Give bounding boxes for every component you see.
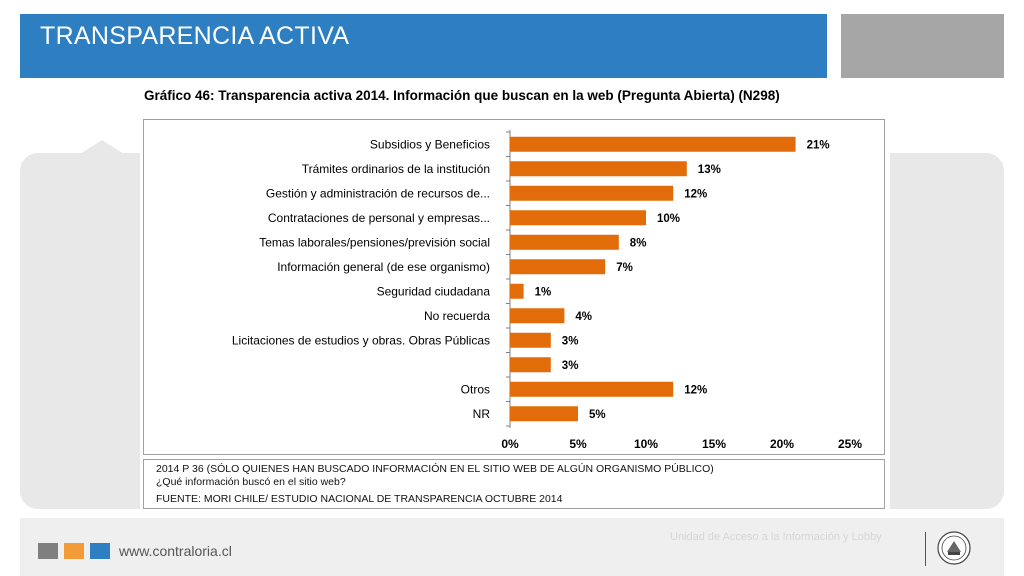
data-label: 4% [575,311,592,323]
data-label: 7% [616,262,633,274]
bar [510,136,796,152]
bar [510,283,524,299]
chart-frame: Subsidios y Beneficios 21% Trámites ordina… [143,119,885,455]
note-question-text: ¿Qué información buscó en el sitio web? [156,476,346,488]
data-label: 10% [657,213,680,225]
note-source: FUENTE: MORI CHILE/ ESTUDIO NACIONAL DE … [156,493,563,505]
panel-notch [80,140,124,154]
header-gray-block [841,14,1004,78]
footer-square-orange [64,543,84,559]
category-label: Trámites ordinarios de la institución [302,162,490,176]
bar [510,234,619,250]
footer-square-gray [38,543,58,559]
bar [510,210,646,226]
data-label: 3% [562,335,579,347]
header-bar [20,14,827,78]
data-label: 3% [562,360,579,372]
chart-title: Gráfico 46: Transparencia activa 2014. I… [144,88,780,103]
category-label: Contrataciones de personal y empresas... [268,211,490,225]
category-label: Otros [461,382,490,396]
category-label: Temas laborales/pensiones/previsión soci… [259,235,490,249]
bar [510,161,687,177]
category-label: Seguridad ciudadana [377,284,491,298]
bar [510,259,606,275]
footer-square-blue [90,543,110,559]
category-label: NR [473,407,491,421]
footer-divider [925,532,926,566]
data-label: 1% [535,286,552,298]
category-label: Subsidios y Beneficios [370,137,490,151]
data-label: 12% [684,188,707,200]
data-label: 8% [630,237,647,249]
x-tick-label: 5% [569,437,587,451]
note-question-code: 2014 P 36 (SÓLO QUIENES HAN BUSCADO INFO… [156,463,714,475]
x-tick-label: 0% [501,437,519,451]
footer-url-link[interactable]: www.contraloria.cl [119,543,232,559]
data-label: 21% [807,139,830,151]
bar [510,357,551,373]
x-tick-label: 10% [634,437,658,451]
category-label: No recuerda [424,309,490,323]
bar [510,185,674,201]
page-title: TRANSPARENCIA ACTIVA [40,22,350,50]
chart-note: 2014 P 36 (SÓLO QUIENES HAN BUSCADO INFO… [143,459,885,509]
data-label: 13% [698,164,721,176]
bar [510,308,565,324]
bar [510,381,674,397]
bar [510,332,551,348]
contraloria-seal-icon [937,531,971,565]
bar [510,406,578,422]
x-tick-label: 15% [702,437,726,451]
bar-chart: Subsidios y Beneficios 21% Trámites ordina… [232,130,862,451]
category-label: Gestión y administración de recursos de.… [266,186,490,200]
footer-bar [20,518,1004,576]
category-label: Licitaciones de estudios y obras. Obras … [232,333,490,347]
x-tick-label: 20% [770,437,794,451]
x-tick-label: 25% [838,437,862,451]
data-label: 5% [589,409,606,421]
data-label: 12% [684,384,707,396]
category-label: Información general (de ese organismo) [277,260,490,274]
footer-unit-label: Unidad de Acceso a la Información y Lobb… [670,531,882,543]
